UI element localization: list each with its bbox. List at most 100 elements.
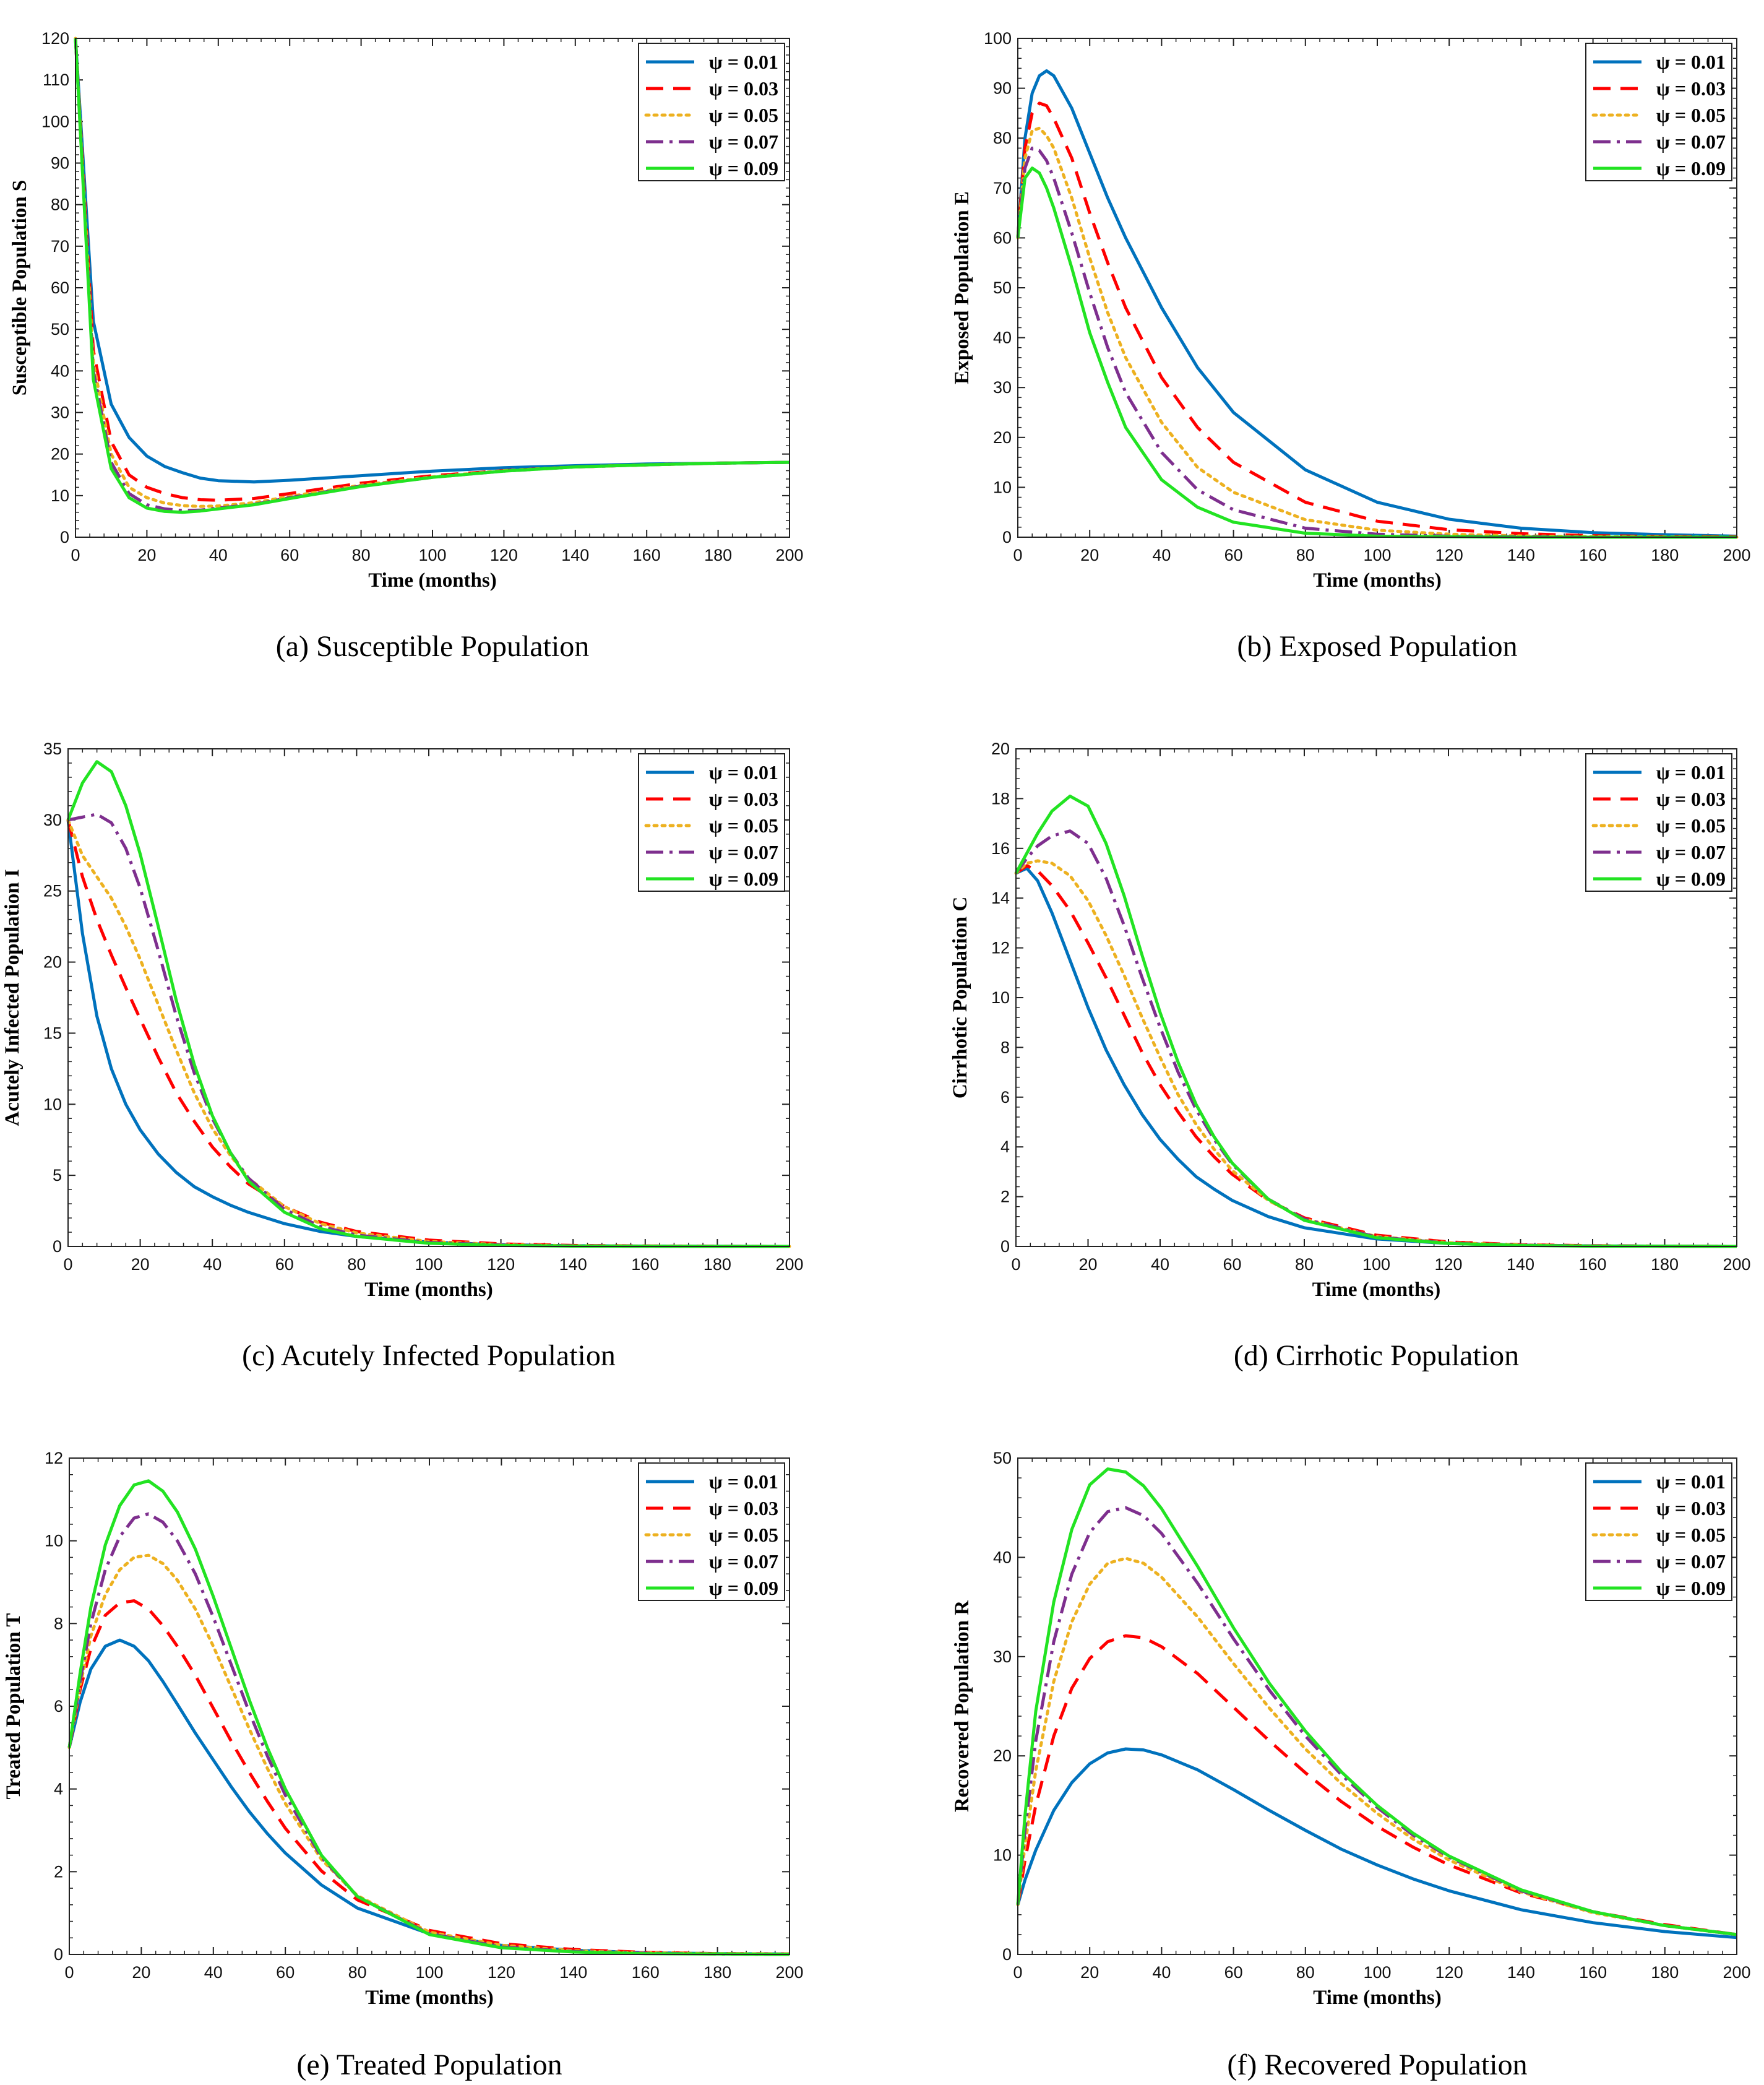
y-tick-label: 60: [993, 228, 1012, 247]
y-tick-label: 20: [43, 953, 62, 972]
y-tick-label: 30: [993, 378, 1012, 397]
y-tick-label: 0: [53, 1237, 62, 1256]
x-tick-label: 140: [1507, 546, 1535, 564]
y-tick-label: 20: [51, 445, 69, 464]
y-axis-title: Exposed Population E: [951, 191, 973, 384]
chart-panel-2: 0 20 40 60 80 100 120 140 160 180 200 0 5 10 15 20 25 30 3…: [1, 740, 804, 1372]
y-axis-title: Cirrhotic Population C: [949, 897, 971, 1099]
legend: ψ = 0.01 ψ = 0.03 ψ = 0.05 ψ = 0.07 ψ = 0.09: [638, 1462, 785, 1601]
axes-box: [67, 748, 790, 1247]
x-tick-label: 60: [276, 1963, 295, 1982]
series-line: [1016, 1467, 1737, 1936]
y-tick-label: 70: [51, 237, 69, 256]
x-tick-label: 80: [347, 1255, 366, 1274]
legend-label: ψ = 0.05: [1656, 814, 1726, 837]
y-tick-label: 0: [1002, 1945, 1012, 1964]
x-tick-label: 160: [632, 1963, 660, 1982]
y-tick-label: 0: [60, 528, 69, 546]
legend-label: ψ = 0.01: [1656, 1470, 1726, 1493]
y-tick-label: 6: [1000, 1088, 1010, 1107]
y-tick-label: 70: [993, 179, 1012, 197]
y-tick-label: 6: [54, 1697, 63, 1716]
x-tick-label: 20: [1078, 1255, 1097, 1274]
y-tick-label: 80: [993, 129, 1012, 147]
x-tick-label: 100: [1363, 546, 1391, 564]
x-tick-label: 180: [703, 1255, 731, 1274]
x-tick-label: 100: [418, 546, 446, 564]
x-tick-label: 200: [775, 1963, 803, 1982]
x-tick-label: 200: [775, 1255, 803, 1274]
legend: ψ = 0.01 ψ = 0.03 ψ = 0.05 ψ = 0.07 ψ = 0.09: [1585, 1462, 1732, 1601]
x-tick-label: 80: [1296, 1963, 1315, 1982]
legend-label: ψ = 0.07: [709, 841, 778, 863]
x-tick-label: 140: [1507, 1255, 1534, 1274]
y-axis-title: Susceptible Population S: [9, 180, 31, 395]
x-tick-label: 80: [352, 546, 371, 564]
legend-label: ψ = 0.01: [709, 1470, 778, 1493]
chart-panel-0: 0 20 40 60 80 100 120 140 160 180 200 0 10 20 30 40 50 60…: [9, 29, 804, 663]
y-tick-label: 40: [51, 361, 69, 380]
x-tick-label: 40: [204, 1963, 223, 1982]
y-tick-label: 35: [43, 740, 62, 758]
x-tick-label: 20: [131, 1255, 150, 1274]
axes-box: [1015, 748, 1737, 1247]
series-line: [1016, 1634, 1737, 1936]
y-tick-label: 30: [51, 404, 69, 422]
legend-label: ψ = 0.03: [709, 788, 778, 810]
x-tick-label: 80: [1295, 1255, 1314, 1274]
legend: ψ = 0.01 ψ = 0.03 ψ = 0.05 ψ = 0.07 ψ = 0.09: [638, 43, 785, 181]
x-tick-label: 160: [1579, 1963, 1607, 1982]
x-tick-label: 0: [64, 1963, 74, 1982]
x-tick-label: 0: [1011, 1255, 1020, 1274]
y-tick-label: 10: [43, 1095, 62, 1113]
x-tick-label: 60: [1224, 546, 1243, 564]
y-tick-label: 50: [51, 320, 69, 339]
legend-label: ψ = 0.09: [1656, 1577, 1726, 1599]
legend-label: ψ = 0.01: [709, 51, 778, 73]
legend-label: ψ = 0.09: [1656, 157, 1726, 179]
y-tick-label: 120: [41, 29, 69, 48]
y-tick-label: 40: [993, 329, 1012, 347]
x-tick-label: 60: [1224, 1963, 1243, 1982]
legend-label: ψ = 0.05: [1656, 1524, 1726, 1546]
y-axis-title: Recovered Population R: [951, 1600, 973, 1812]
panel-caption: (f) Recovered Population: [1227, 2048, 1527, 2081]
legend-label: ψ = 0.05: [709, 104, 778, 126]
series-line: [67, 1599, 790, 1956]
x-tick-label: 180: [1651, 1255, 1679, 1274]
legend-label: ψ = 0.09: [709, 1577, 778, 1599]
x-axis-title: Time (months): [1313, 1987, 1441, 2009]
x-tick-label: 20: [1080, 1963, 1099, 1982]
y-tick-label: 60: [51, 278, 69, 297]
y-tick-label: 0: [1000, 1237, 1010, 1256]
y-tick-label: 100: [984, 29, 1012, 48]
legend-box: [638, 753, 785, 892]
x-tick-label: 20: [137, 546, 156, 564]
x-tick-label: 140: [559, 1963, 587, 1982]
legend-label: ψ = 0.05: [709, 814, 778, 837]
x-tick-label: 100: [1363, 1963, 1391, 1982]
y-tick-label: 10: [993, 1846, 1012, 1865]
axes-box: [1017, 1457, 1737, 1955]
legend-label: ψ = 0.01: [709, 761, 778, 783]
y-tick-label: 18: [991, 789, 1010, 808]
x-tick-label: 20: [132, 1963, 150, 1982]
x-tick-label: 200: [775, 546, 803, 564]
x-tick-label: 0: [1013, 1963, 1022, 1982]
x-tick-label: 160: [1578, 1255, 1606, 1274]
y-tick-label: 14: [991, 889, 1010, 907]
y-tick-label: 100: [41, 112, 69, 131]
x-tick-label: 120: [1435, 546, 1463, 564]
x-tick-label: 180: [703, 1963, 731, 1982]
y-tick-label: 30: [43, 811, 62, 829]
y-tick-label: 10: [45, 1532, 63, 1550]
legend-label: ψ = 0.07: [1656, 131, 1726, 153]
series-line: [1014, 794, 1737, 1248]
x-tick-label: 60: [1223, 1255, 1241, 1274]
x-tick-label: 200: [1723, 1255, 1750, 1274]
panel-caption: (a) Susceptible Population: [276, 630, 590, 663]
y-tick-label: 20: [991, 740, 1010, 758]
y-tick-label: 5: [53, 1166, 62, 1185]
x-tick-label: 40: [1152, 1963, 1171, 1982]
x-axis-title: Time (months): [1313, 569, 1441, 592]
